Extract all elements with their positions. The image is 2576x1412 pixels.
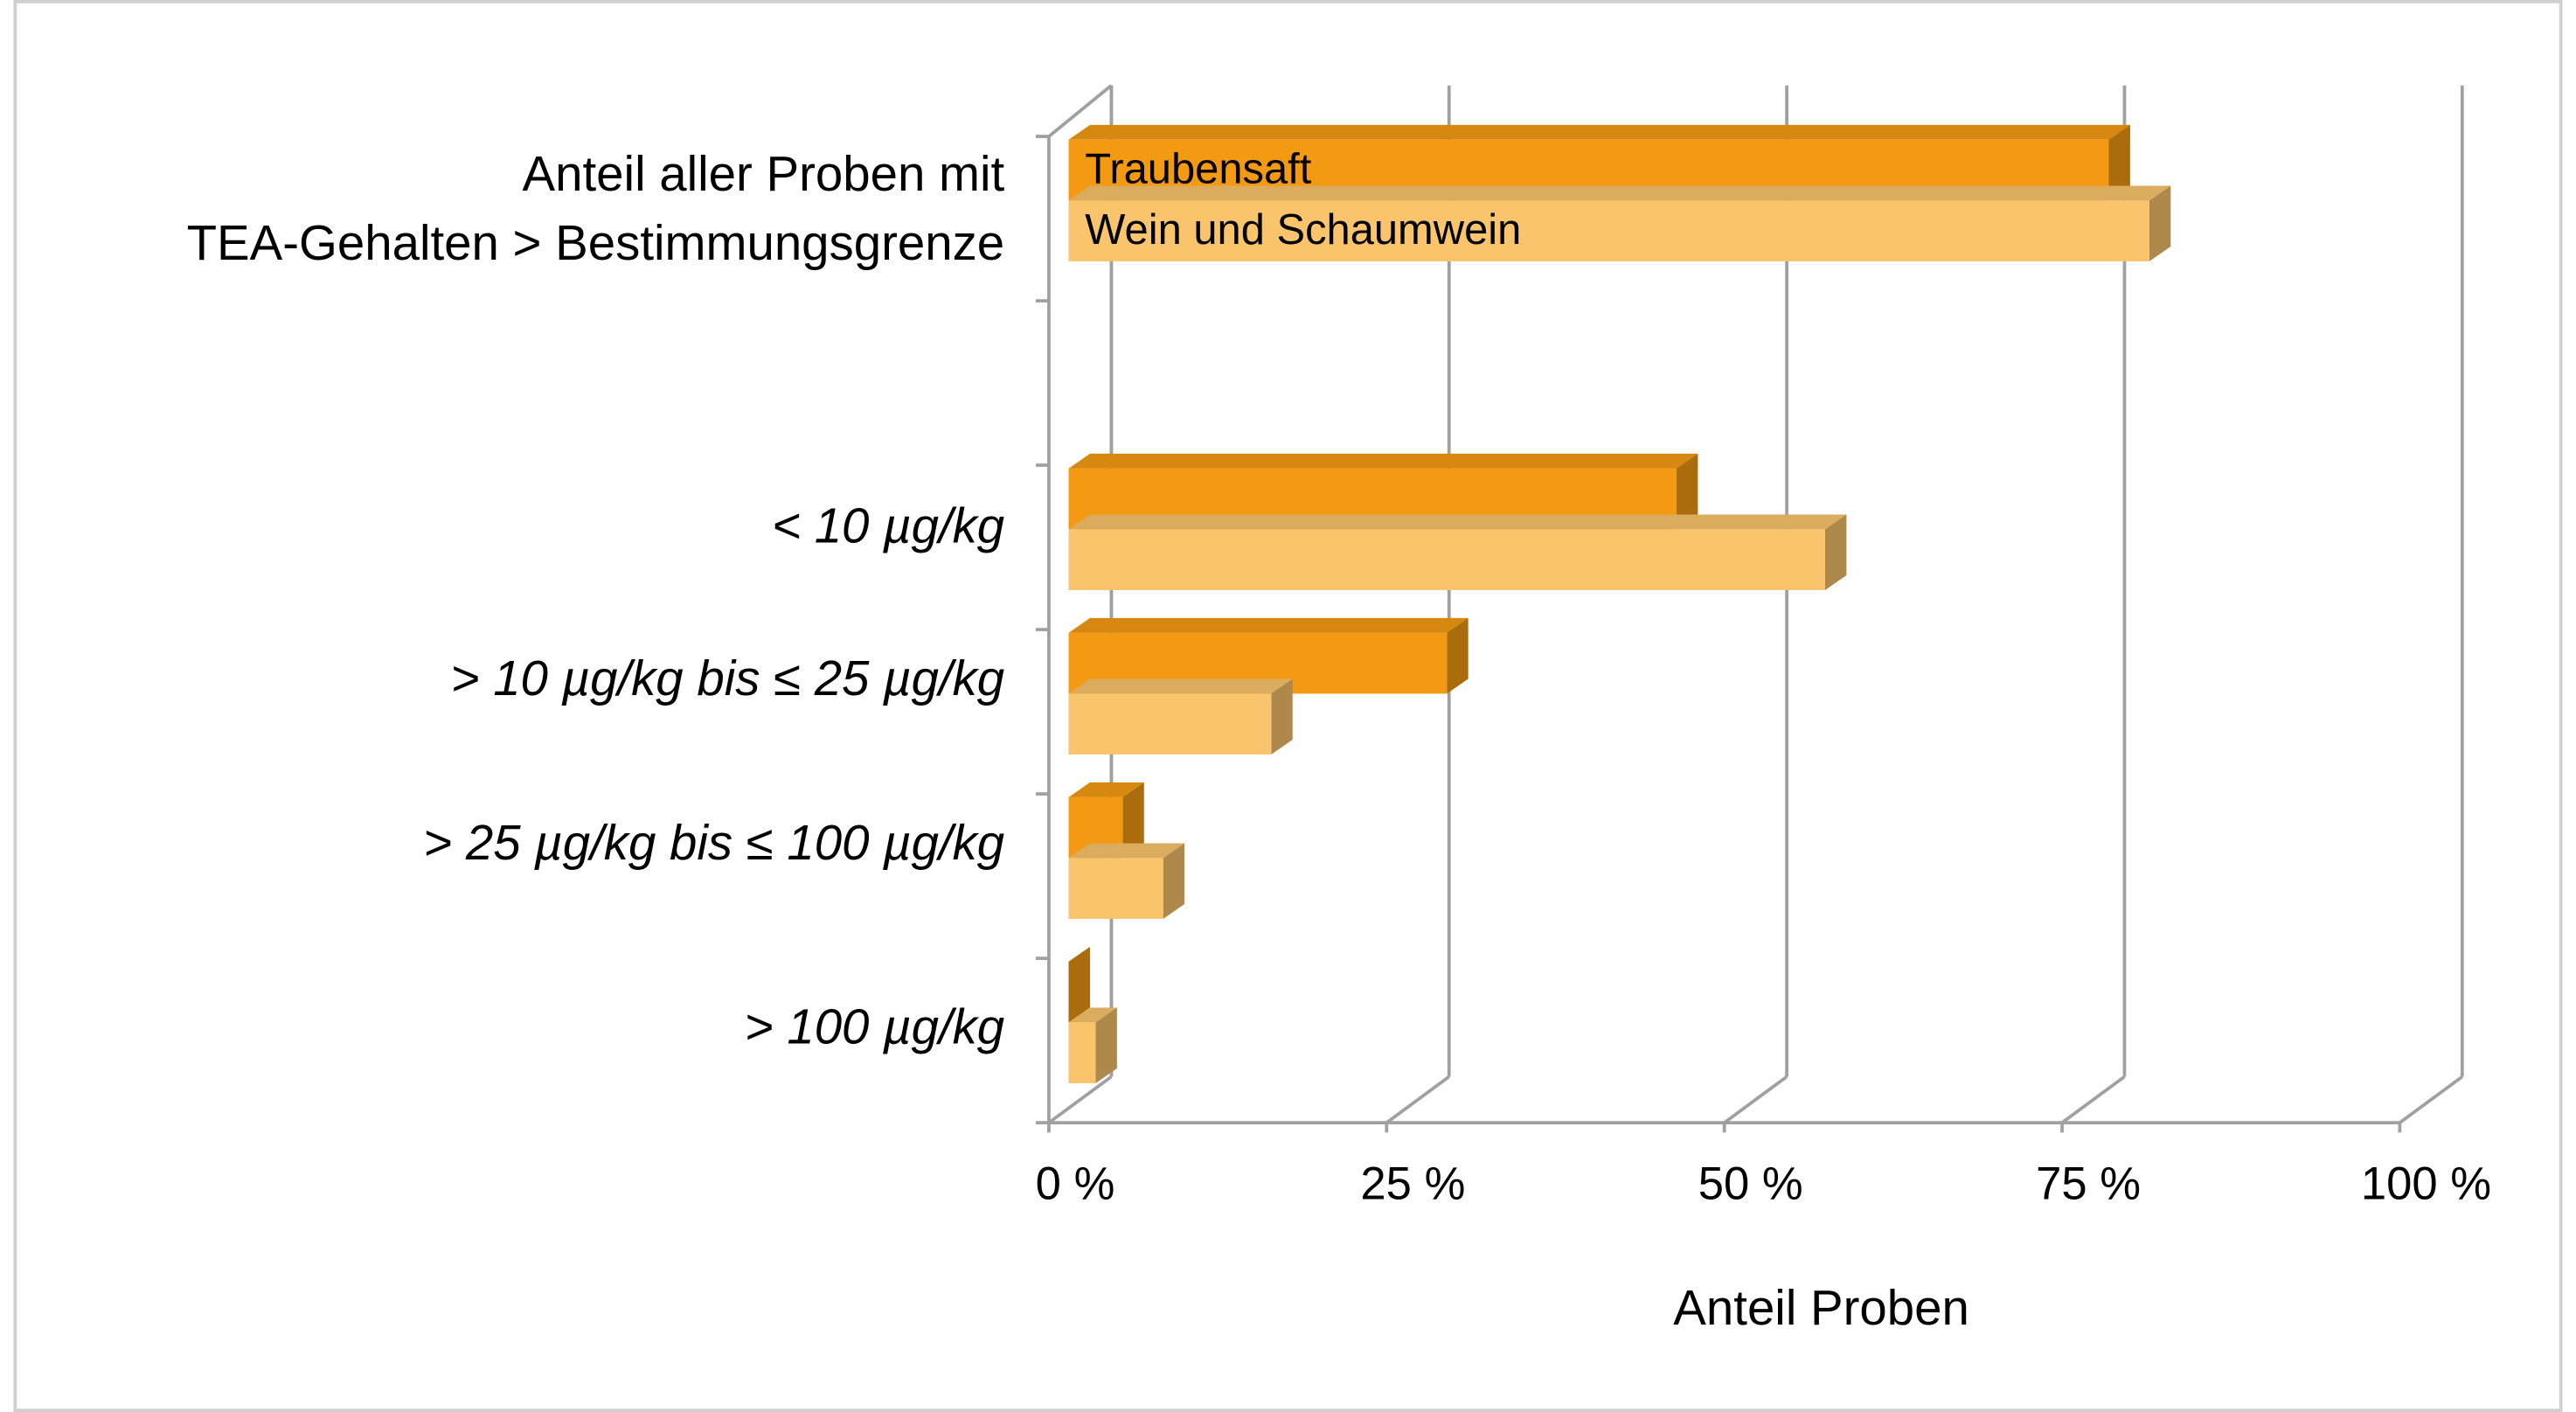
bar-side — [2108, 124, 2130, 201]
bar-front — [1068, 529, 1825, 590]
floor-line — [2399, 1075, 2463, 1124]
x-axis-label: Anteil Proben — [1673, 1280, 1969, 1335]
bar-top — [1068, 514, 1847, 530]
bar-front — [1068, 200, 2149, 261]
bar-top — [1068, 1007, 1117, 1023]
bar-top — [1068, 617, 1469, 633]
bar-front — [1068, 1022, 1096, 1083]
bar-side — [1122, 782, 1144, 859]
bar-side — [1095, 1007, 1117, 1083]
bar-top — [1068, 782, 1144, 797]
floor-line — [1047, 1075, 1113, 1124]
x-tick-label: 50 % — [1698, 1158, 1803, 1209]
bar-top — [1068, 843, 1185, 859]
bar — [1068, 843, 1185, 919]
bar-side — [1163, 843, 1185, 919]
x-tick-label: 25 % — [1360, 1158, 1465, 1209]
bar-side — [1447, 617, 1469, 694]
y-tick-label: > 100 µg/kg — [745, 999, 1004, 1054]
floor-line — [1723, 1075, 1788, 1124]
bar-side — [1824, 514, 1847, 590]
y-tick-label: TEA-Gehalten > Bestimmungsgrenze — [187, 215, 1005, 270]
bar-side — [1271, 678, 1293, 755]
y-tick-label: > 25 µg/kg bis ≤ 100 µg/kg — [423, 815, 1004, 870]
floor-line — [1385, 1075, 1450, 1124]
bar-top — [1068, 185, 2171, 201]
y-tick-label: < 10 µg/kg — [772, 497, 1004, 553]
bar-front — [1068, 858, 1163, 919]
bar-top — [1068, 678, 1293, 694]
x-tick-label: 75 % — [2036, 1158, 2141, 1209]
bar-top — [1068, 124, 2130, 140]
y-tick-label: > 10 µg/kg bis ≤ 25 µg/kg — [451, 650, 1005, 706]
bar — [1068, 946, 1090, 1023]
y-tick-label: Anteil aller Proben mit — [523, 146, 1005, 201]
axis-line — [1047, 84, 1113, 138]
legend-label: Traubensaft — [1085, 145, 1311, 192]
bar — [1068, 185, 2171, 261]
x-tick-label: 100 % — [2361, 1158, 2491, 1209]
bar — [1068, 514, 1847, 590]
legend-label: Wein und Schaumwein — [1085, 206, 1521, 254]
bar — [1068, 1007, 1117, 1083]
bar-side — [1068, 946, 1090, 1023]
bar-front — [1068, 693, 1272, 755]
bar-side — [2149, 185, 2171, 261]
x-tick-label: 0 % — [1036, 1158, 1115, 1209]
bar — [1068, 678, 1293, 755]
floor-line — [2060, 1075, 2126, 1124]
bar-top — [1068, 453, 1698, 469]
bar-side — [1676, 453, 1698, 530]
